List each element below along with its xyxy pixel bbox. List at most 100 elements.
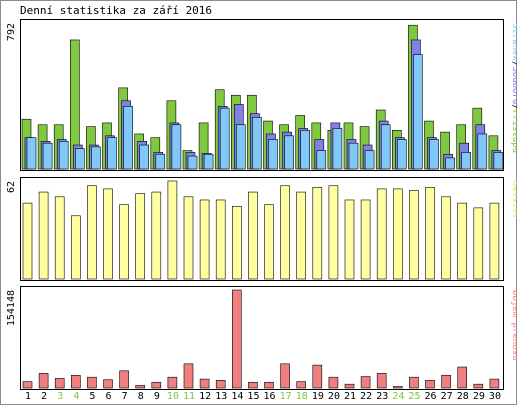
panel-visits-ymax-label: 62 (6, 181, 17, 193)
series-label-part-2: Souborů (510, 66, 517, 104)
x-tick-label-7: 7 (122, 391, 128, 402)
bar-visits-5 (87, 185, 97, 280)
bar-kbytes-16 (264, 381, 274, 389)
bar-visits-19 (312, 187, 323, 280)
x-tick-label-6: 6 (106, 391, 112, 402)
bar-visits-27 (441, 196, 451, 280)
bar-visits-15 (248, 191, 258, 280)
bar-visits-24 (392, 188, 403, 280)
bar-visits-3 (54, 196, 65, 280)
x-tick-label-25: 25 (408, 391, 420, 402)
bar-kbytes-24 (392, 386, 403, 389)
x-tick-label-9: 9 (154, 391, 160, 402)
bar-visits-14 (232, 205, 242, 280)
series-label-part-0: Stránek (510, 23, 517, 62)
bar-kbytes-2 (38, 373, 49, 389)
bar-pages-3 (58, 141, 69, 170)
series-label-part-3: / (510, 104, 517, 109)
bar-pages-8 (139, 144, 149, 170)
bar-visits-2 (38, 191, 49, 280)
series-label-part-1: / (510, 61, 517, 66)
bar-visits-12 (199, 199, 210, 280)
bar-pages-21 (348, 142, 359, 170)
bar-pages-22 (364, 150, 375, 170)
bar-pages-29 (477, 133, 488, 170)
bar-pages-27 (445, 157, 455, 170)
bar-visits-17 (280, 185, 290, 280)
bar-pages-19 (316, 150, 327, 170)
bar-pages-24 (396, 139, 407, 170)
bar-visits-8 (135, 193, 145, 280)
x-tick-label-11: 11 (183, 391, 195, 402)
bar-kbytes-27 (441, 374, 451, 389)
bar-visits-30 (489, 202, 500, 280)
bar-pages-2 (42, 142, 53, 170)
bar-pages-30 (493, 152, 504, 170)
x-axis-labels: 1 2 3 4 5 6 7 8 9 10 11 12 13 14 15 16 17 18 19 20 21 22 23 24 2… (25, 391, 501, 402)
bar-visits-23 (376, 188, 387, 280)
bar-visits-10 (167, 180, 178, 280)
x-tick-label-26: 26 (425, 391, 437, 402)
bar-kbytes-1 (22, 381, 33, 389)
panel-kbytes-border (20, 286, 504, 390)
x-tick-label-24: 24 (392, 391, 404, 402)
bar-kbytes-5 (87, 376, 97, 389)
bar-pages-18 (300, 129, 311, 170)
bar-kbytes-19 (312, 364, 323, 389)
bar-kbytes-17 (280, 363, 290, 389)
bar-visits-22 (360, 199, 371, 280)
bar-visits-9 (151, 191, 162, 280)
x-tick-label-23: 23 (376, 391, 388, 402)
bar-pages-25 (413, 54, 423, 170)
bar-pages-13 (219, 107, 230, 170)
bar-pages-23 (380, 124, 391, 170)
panel-visits: 62 Návštěv (6, 177, 517, 281)
x-tick-label-12: 12 (199, 391, 211, 402)
bar-visits-29 (473, 207, 484, 280)
series-label-part-0: Objem přenosu (510, 290, 517, 360)
bar-pages-15 (252, 117, 262, 170)
bar-kbytes-9 (151, 381, 162, 389)
series-label-part-4: Přístupů (510, 110, 517, 153)
bar-kbytes-20 (328, 376, 339, 389)
panel-kbytes: 154148 Objem přenosu (6, 286, 517, 390)
bar-visits-11 (183, 196, 194, 280)
bar-visits-20 (328, 185, 339, 280)
x-tick-label-15: 15 (247, 391, 259, 402)
panel-kbytes-series-label: Objem přenosu (510, 290, 517, 360)
bar-kbytes-3 (54, 378, 65, 389)
x-tick-label-1: 1 (25, 391, 31, 402)
panel-requests-border (20, 19, 504, 171)
x-tick-label-30: 30 (489, 391, 501, 402)
x-tick-label-13: 13 (215, 391, 227, 402)
bar-pages-9 (155, 153, 166, 170)
bar-visits-18 (296, 191, 307, 280)
bar-kbytes-22 (360, 376, 371, 389)
bar-kbytes-8 (135, 385, 145, 389)
bar-pages-14 (236, 124, 246, 170)
bar-visits-25 (409, 190, 419, 280)
x-tick-label-10: 10 (167, 391, 179, 402)
bar-kbytes-14 (232, 289, 242, 389)
x-tick-label-17: 17 (280, 391, 292, 402)
bar-pages-1 (26, 137, 37, 170)
bar-pages-5 (91, 146, 101, 170)
bar-pages-28 (461, 152, 472, 170)
bar-kbytes-6 (103, 379, 113, 389)
bar-pages-20 (332, 128, 343, 170)
x-tick-label-20: 20 (328, 391, 340, 402)
bar-visits-28 (457, 202, 468, 280)
bar-kbytes-29 (473, 383, 484, 389)
panel-visits-border (20, 177, 504, 281)
bar-visits-4 (71, 215, 81, 280)
panel-visits-series-label: Návštěv (510, 181, 517, 219)
x-tick-label-19: 19 (312, 391, 324, 402)
bar-kbytes-25 (409, 376, 419, 389)
bar-pages-4 (75, 148, 85, 170)
x-tick-label-4: 4 (73, 391, 79, 402)
bar-pages-10 (171, 124, 182, 170)
panel-requests-series-label: Stránek/Souborů/Přístupů (510, 23, 517, 153)
bar-pages-6 (107, 137, 117, 170)
bar-visits-7 (119, 204, 129, 280)
